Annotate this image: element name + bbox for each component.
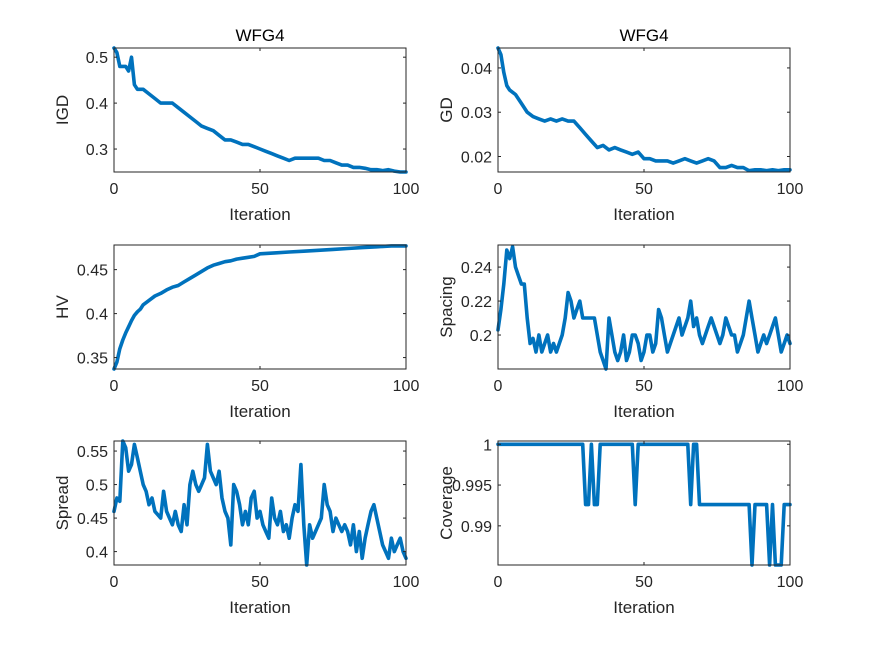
y-tick-label: 0.2 [470,328,492,345]
series-line-1 [112,439,408,567]
x-axis-label: Iteration [229,402,290,421]
plot-area [498,48,790,172]
y-axis-label: Spread [53,476,72,531]
chart-panel-6: 0 50 100 0.99 0.995 1 Iteration Coverage [437,437,803,617]
y-tick-label: 0.995 [452,478,492,495]
y-tick-label: 0.4 [86,307,108,324]
x-tick-label: 100 [393,378,420,395]
x-tick-label: 50 [635,378,653,395]
x-tick-label: 0 [494,378,503,395]
y-tick-label: 0.3 [86,142,108,159]
y-tick-label: 1 [483,437,492,454]
chart-panel-4: 0 50 100 0.2 0.22 0.24 Iteration Spacing [437,244,804,421]
y-tick-label: 0.4 [86,96,108,113]
y-axis-label: IGD [53,95,72,125]
x-tick-label: 50 [635,181,653,198]
plot-area [114,245,406,369]
y-axis-label: GD [437,97,456,123]
x-tick-label: 0 [110,378,119,395]
chart-panel-5: 0 50 100 0.4 0.45 0.5 0.55 Iteration Spread [53,439,420,617]
x-tick-label: 100 [777,378,804,395]
chart-title: WFG4 [235,26,284,45]
y-axis-label: HV [53,295,72,319]
x-axis-label: Iteration [613,205,674,224]
y-tick-label: 0.24 [461,260,492,277]
x-tick-label: 0 [494,181,503,198]
x-tick-label: 0 [110,181,119,198]
x-tick-label: 50 [635,574,653,591]
series-line-1 [496,442,792,567]
chart-panel-2: 0 50 100 0.02 0.03 0.04 Iteration GD WFG4 [437,26,803,224]
y-tick-label: 0.02 [461,150,492,167]
series-line-1 [112,244,408,371]
x-tick-label: 50 [251,378,269,395]
y-tick-label: 0.55 [77,444,108,461]
x-axis-label: Iteration [229,598,290,617]
x-tick-label: 50 [251,181,269,198]
y-tick-label: 0.45 [77,263,108,280]
series-line-1 [496,244,792,371]
chart-panel-1: 0 50 100 0.3 0.4 0.5 Iteration IGD WFG4 [53,26,419,224]
x-tick-label: 100 [393,181,420,198]
y-tick-label: 0.04 [461,61,492,78]
y-tick-label: 0.4 [86,545,108,562]
chart-title: WFG4 [619,26,668,45]
y-tick-label: 0.45 [77,511,108,528]
y-tick-label: 0.22 [461,294,492,311]
x-axis-label: Iteration [229,205,290,224]
chart-panel-3: 0 50 100 0.35 0.4 0.45 Iteration HV [53,244,420,421]
x-tick-label: 100 [777,181,804,198]
y-axis-label: Spacing [437,276,456,337]
y-tick-label: 0.99 [461,519,492,536]
x-axis-label: Iteration [613,402,674,421]
x-tick-label: 0 [494,574,503,591]
x-tick-label: 100 [393,574,420,591]
x-tick-label: 50 [251,574,269,591]
y-tick-label: 0.35 [77,351,108,368]
x-tick-label: 0 [110,574,119,591]
plot-area [114,48,406,172]
y-tick-label: 0.03 [461,105,492,122]
series-line-1 [496,46,792,173]
y-tick-label: 0.5 [86,478,108,495]
y-tick-label: 0.5 [86,50,108,67]
y-axis-label: Coverage [437,466,456,540]
series-line-1 [112,46,408,174]
x-axis-label: Iteration [613,598,674,617]
x-tick-label: 100 [777,574,804,591]
